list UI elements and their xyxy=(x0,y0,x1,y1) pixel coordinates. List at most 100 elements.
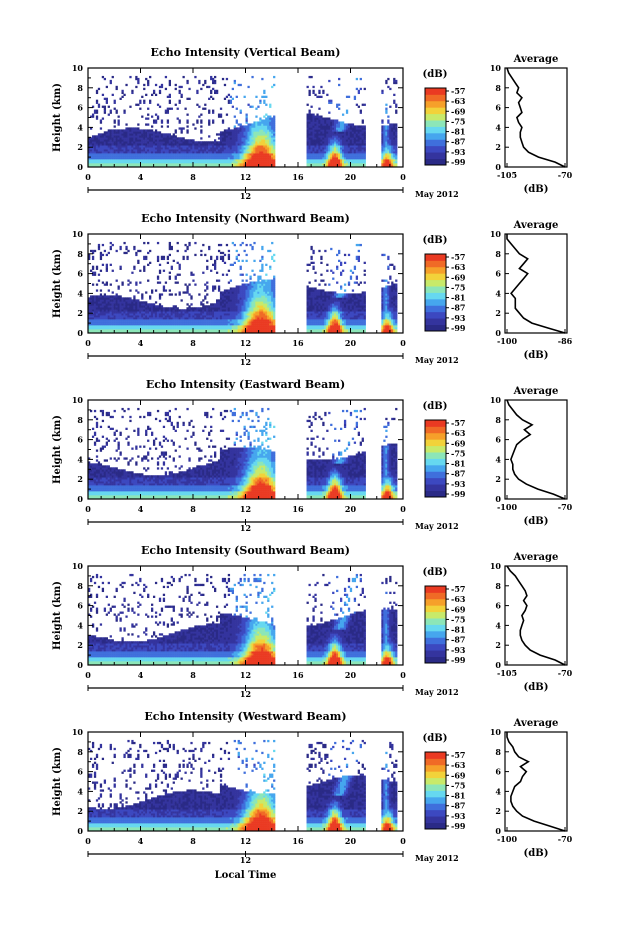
heatmap-cell xyxy=(121,319,124,322)
heatmap-cell xyxy=(314,159,317,162)
heatmap-cell xyxy=(338,137,341,140)
heatmap-cell xyxy=(164,135,168,138)
heatmap-cell xyxy=(221,255,225,259)
heatmap-cell xyxy=(255,121,258,124)
heatmap-cell xyxy=(172,137,175,140)
heatmap-cell xyxy=(330,157,333,160)
heatmap-cell xyxy=(158,133,162,136)
heatmap-cell xyxy=(194,149,197,152)
heatmap-cell xyxy=(261,149,264,152)
heatmap-cell xyxy=(115,329,118,332)
heatmap-cell xyxy=(113,303,116,306)
heatmap-cell xyxy=(93,301,97,304)
heatmap-cell xyxy=(196,141,199,144)
heatmap-cell xyxy=(204,151,207,154)
heatmap-cell xyxy=(255,123,258,126)
heatmap-cell xyxy=(355,127,359,130)
heatmap-cell xyxy=(127,283,130,286)
heatmap-cell xyxy=(267,147,270,150)
heatmap-cell xyxy=(259,99,262,102)
heatmap-cell xyxy=(186,119,189,122)
heatmap-cell xyxy=(145,141,148,144)
heatmap-cell xyxy=(188,141,191,144)
heatmap-cell xyxy=(330,163,333,166)
heatmap-cell xyxy=(117,131,120,134)
heatmap-cell xyxy=(170,321,173,324)
heatmap-cell xyxy=(219,149,223,152)
heatmap-cell xyxy=(215,319,219,322)
heatmap-cell xyxy=(188,241,191,245)
heatmap-cell xyxy=(312,153,315,156)
heatmap-cell xyxy=(316,139,319,142)
heatmap-cell xyxy=(255,311,258,314)
heatmap-cell xyxy=(156,257,160,261)
heatmap-cell xyxy=(334,151,337,154)
heatmap-cell xyxy=(166,313,170,316)
heatmap-cell xyxy=(219,141,223,144)
heatmap-cell xyxy=(251,301,254,304)
heatmap-cell xyxy=(217,157,221,160)
heatmap-cell xyxy=(133,319,136,322)
heatmap-cell xyxy=(215,165,219,168)
heatmap-cell xyxy=(121,137,124,140)
heatmap-cell xyxy=(91,159,95,162)
heatmap-cell xyxy=(111,165,114,168)
heatmap-cell xyxy=(340,133,343,136)
heatmap-cell xyxy=(215,317,219,320)
heatmap-cell xyxy=(97,151,101,154)
heatmap-cell xyxy=(349,149,353,152)
heatmap-cell xyxy=(255,133,258,136)
heatmap-cell xyxy=(137,123,140,126)
heatmap-cell xyxy=(107,135,110,138)
heatmap-cell xyxy=(168,95,171,98)
heatmap-cell xyxy=(361,141,364,144)
heatmap-cell xyxy=(225,331,229,334)
heatmap-cell xyxy=(273,129,276,132)
heatmap-cell xyxy=(239,147,242,150)
heatmap-cell xyxy=(253,139,256,142)
heatmap-cell xyxy=(172,133,175,136)
heatmap-cell xyxy=(162,257,166,261)
heatmap-cell xyxy=(139,321,142,324)
heatmap-cell xyxy=(227,319,231,322)
heatmap-cell xyxy=(105,151,108,154)
heatmap-cell xyxy=(219,131,223,134)
heatmap-cell xyxy=(168,151,171,154)
heatmap-cell xyxy=(227,157,231,160)
heatmap-cell xyxy=(168,139,171,142)
heatmap-cell xyxy=(357,159,360,162)
heatmap-cell xyxy=(160,293,164,296)
heatmap-cell xyxy=(245,325,248,328)
heatmap-cell xyxy=(170,107,173,110)
heatmap-cell xyxy=(198,293,201,296)
heatmap-cell xyxy=(341,139,345,142)
heatmap-cell xyxy=(125,129,128,132)
heatmap-cell xyxy=(231,133,234,136)
heatmap-cell xyxy=(233,79,236,83)
heatmap-cell xyxy=(243,291,246,294)
heatmap-cell xyxy=(147,251,150,255)
heatmap-cell xyxy=(312,91,315,95)
heatmap-cell xyxy=(217,113,221,116)
heatmap-cell xyxy=(115,299,118,302)
heatmap-cell xyxy=(233,243,236,247)
heatmap-cell xyxy=(89,303,93,306)
heatmap-cell xyxy=(251,281,254,284)
heatmap-cell xyxy=(180,147,183,150)
heatmap-cell xyxy=(326,153,329,156)
heatmap-cell xyxy=(194,157,197,160)
heatmap-cell xyxy=(251,285,254,288)
heatmap-cell xyxy=(336,119,339,122)
heatmap-cell xyxy=(343,149,347,152)
heatmap-cell xyxy=(241,135,244,138)
heatmap-cell xyxy=(141,295,144,298)
heatmap-cell xyxy=(154,327,158,330)
heatmap-cell xyxy=(91,319,95,322)
heatmap-cell xyxy=(186,97,189,100)
heatmap-cell xyxy=(182,327,185,330)
heatmap-cell xyxy=(93,109,97,112)
heatmap-cell xyxy=(176,163,179,166)
heatmap-cell xyxy=(139,135,142,138)
heatmap-cell xyxy=(219,309,223,312)
heatmap-cell xyxy=(188,159,191,162)
